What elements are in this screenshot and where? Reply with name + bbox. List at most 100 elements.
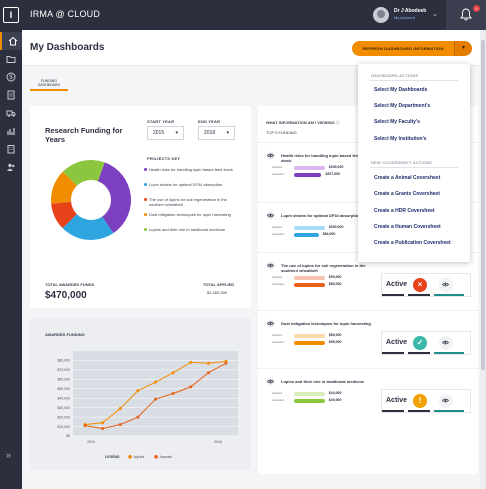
- menu-item-my-departments[interactable]: Select My Department's: [374, 103, 431, 109]
- view-project-button[interactable]: [266, 261, 275, 270]
- sidebar-item-documents[interactable]: [0, 86, 22, 104]
- menu-item-hdr-coversheet[interactable]: Create a HDR Coversheet: [374, 208, 435, 214]
- status-icon[interactable]: ×: [413, 278, 427, 292]
- data-point[interactable]: [101, 426, 105, 430]
- tab-funding-dashboard[interactable]: FUNDING DASHBOARD: [30, 79, 68, 91]
- menu-item-animal-coversheet[interactable]: Create a Animal Coversheet: [374, 175, 441, 181]
- data-point[interactable]: [136, 389, 140, 393]
- start-year-select[interactable]: 2015 ▾: [147, 126, 184, 140]
- view-project-button[interactable]: [266, 377, 275, 386]
- bell-icon: [460, 8, 472, 21]
- chevron-down-icon: ▾: [461, 45, 465, 51]
- info-title: WHAT INFORMATION AM I VIEWING ⓘ: [266, 120, 340, 126]
- end-year-select[interactable]: 2018 ▾: [198, 126, 235, 140]
- scrollbar-thumb[interactable]: [481, 40, 485, 370]
- applied-label: Applied: [272, 225, 283, 229]
- data-point[interactable]: [171, 371, 175, 375]
- view-project-button[interactable]: [266, 319, 275, 328]
- data-point[interactable]: [136, 415, 140, 419]
- applied-value: $80,000: [328, 333, 342, 337]
- building-icon: [7, 145, 15, 154]
- end-year-value: 2018: [204, 130, 216, 136]
- expand-sidebar-icon[interactable]: »: [6, 450, 12, 460]
- awarded-bar: [294, 233, 319, 237]
- view-status-button[interactable]: [439, 336, 453, 350]
- project-title[interactable]: The use of lupins for soil regeneration …: [281, 263, 366, 273]
- data-point[interactable]: [154, 380, 157, 384]
- sidebar-item-folders[interactable]: [0, 50, 22, 68]
- refresh-dashboard-button[interactable]: REFRESH DASHBOARD INFORMATION: [352, 41, 454, 56]
- sidebar-item-logistics[interactable]: [0, 104, 22, 122]
- y-tick-label: $0: [66, 434, 70, 438]
- menu-item-human-coversheet[interactable]: Create a Human Coversheet: [374, 224, 441, 230]
- applied-bar-row: Applied $80,000: [272, 333, 382, 339]
- project-title[interactable]: Dust mitigation techniques for lupin har…: [281, 321, 371, 326]
- applied-label: Applied: [272, 333, 283, 337]
- applied-bar: [294, 334, 325, 338]
- menu-item-my-dashboards[interactable]: Select My Dashboards: [374, 87, 428, 93]
- y-tick-label: $30,000: [57, 406, 70, 410]
- status-text: Active: [386, 397, 408, 404]
- data-point[interactable]: [101, 421, 105, 425]
- donut-slice[interactable]: [97, 162, 131, 234]
- data-point[interactable]: [224, 361, 228, 365]
- menu-item-grants-coversheet[interactable]: Create a Grants Coversheet: [374, 191, 440, 197]
- menu-item-my-institutions[interactable]: Select My Institution's: [374, 136, 427, 142]
- project-title[interactable]: Lupins and their role in traditional med…: [281, 379, 365, 384]
- eye-icon: [267, 379, 274, 384]
- data-point[interactable]: [83, 424, 87, 428]
- sidebar-item-people[interactable]: [0, 158, 22, 176]
- people-icon: [7, 163, 15, 171]
- menu-section-new-coversheet-actions: NEW COVERSHEET ACTIONS: [371, 160, 433, 165]
- view-project-button[interactable]: [266, 151, 275, 160]
- legend-swatch: [154, 455, 158, 459]
- status-underline: [382, 410, 404, 412]
- projects-key-label: PROJECTS KEY: [147, 156, 181, 161]
- sidebar-item-funding[interactable]: $: [0, 68, 22, 86]
- sidebar-item-home[interactable]: [0, 32, 22, 50]
- data-point[interactable]: [154, 397, 157, 401]
- chevron-down-icon[interactable]: ⌄: [432, 11, 438, 18]
- project-title[interactable]: Lupin strains for optimal DF34 absorptio…: [281, 213, 361, 218]
- y-tick-label: $80,000: [57, 359, 70, 363]
- menu-item-publication-coversheet[interactable]: Create a Publication Coversheet: [374, 240, 451, 246]
- data-point[interactable]: [206, 361, 210, 365]
- user-name[interactable]: Dr J Abodeeb: [394, 8, 427, 14]
- y-tick-label: $50,000: [57, 387, 70, 391]
- view-project-button[interactable]: [266, 211, 275, 220]
- legend-label: Applied: [134, 455, 145, 459]
- menu-item-my-facultys[interactable]: Select My Faculty's: [374, 119, 420, 125]
- notification-badge: 4: [473, 5, 480, 12]
- data-point[interactable]: [189, 385, 193, 389]
- my-account-link[interactable]: My Account: [394, 15, 415, 20]
- start-year-value: 2015: [153, 130, 165, 136]
- status-icon[interactable]: ✓: [413, 336, 427, 350]
- awarded-label: Awarded: [272, 282, 284, 286]
- refresh-options-dropdown[interactable]: ▾: [454, 41, 472, 56]
- key-item-label: Lupin strains for optimal DF34 absorptio…: [149, 182, 223, 187]
- notifications-button[interactable]: 4: [446, 0, 486, 30]
- data-point[interactable]: [206, 371, 210, 375]
- view-status-button[interactable]: [439, 394, 453, 408]
- project-title[interactable]: Health risks for handling lupin based fe…: [281, 153, 361, 163]
- status-underline: [434, 410, 464, 412]
- key-item: Health risks for handling lupin based fe…: [144, 167, 235, 172]
- status-icon[interactable]: !: [413, 394, 427, 408]
- data-point[interactable]: [171, 392, 175, 395]
- data-point[interactable]: [118, 423, 122, 427]
- data-point[interactable]: [118, 407, 122, 411]
- info-icon[interactable]: ⓘ: [335, 120, 340, 125]
- brand-logo[interactable]: I: [3, 7, 19, 23]
- sidebar-item-reports[interactable]: [0, 122, 22, 140]
- applied-bar: [294, 166, 325, 170]
- view-status-button[interactable]: [439, 278, 453, 292]
- sidebar-item-organisation[interactable]: [0, 140, 22, 158]
- donut-slice[interactable]: [51, 171, 77, 204]
- donut-slice[interactable]: [62, 214, 114, 240]
- status-underline: [408, 410, 430, 412]
- data-point[interactable]: [189, 360, 193, 364]
- avatar[interactable]: [373, 7, 389, 23]
- donut-slice[interactable]: [51, 201, 77, 229]
- start-year-label: START YEAR: [147, 119, 175, 124]
- donut-slice[interactable]: [62, 160, 105, 186]
